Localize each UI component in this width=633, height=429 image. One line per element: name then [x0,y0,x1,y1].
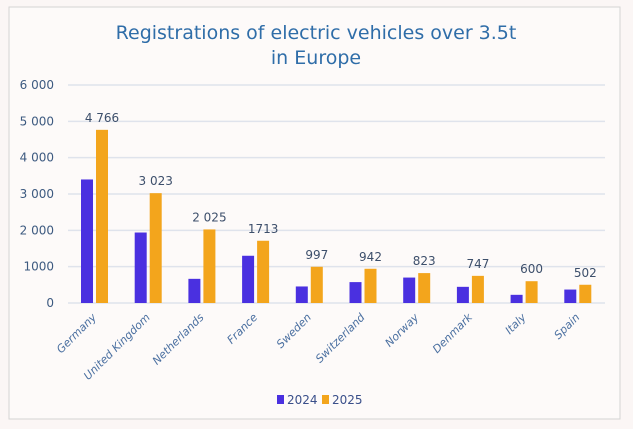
data-label: 1713 [248,222,279,236]
data-label: 3 023 [139,174,173,188]
bar-2024-switzerland [349,282,362,303]
data-label: 942 [359,250,382,264]
chart-title-line-1: Registrations of electric vehicles over … [116,22,517,44]
chart-card [8,6,621,420]
y-tick-label: 5 000 [20,114,54,128]
data-label: 747 [466,257,489,271]
bar-2025-norway [418,273,431,303]
y-tick-label: 0 [46,296,54,310]
bar-2025-denmark [471,275,484,303]
bar-2024-france [242,255,255,303]
bar-2025-switzerland [364,268,377,303]
legend-swatch [277,395,284,404]
bar-2024-germany [81,179,93,303]
data-label: 2 025 [192,210,226,224]
y-tick-label: 1000 [23,260,54,274]
data-label: 823 [413,254,436,268]
bar-2024-united-kingdom [134,232,147,303]
legend-label: 2024 [287,393,318,407]
bar-2025-france [257,240,270,303]
bar-2025-netherlands [203,229,216,303]
bar-2024-norway [403,277,416,303]
chart-title-line-2: in Europe [271,47,361,69]
legend-swatch [322,395,329,404]
bar-2025-italy [525,281,538,303]
y-tick-label: 6 000 [20,78,54,92]
bar-2025-sweden [310,266,323,303]
bar-2025-germany [96,129,108,303]
data-label: 4 766 [85,111,119,125]
y-tick-label: 3 000 [20,187,54,201]
data-label: 600 [520,262,543,276]
bar-2024-denmark [456,286,469,303]
bar-2024-sweden [295,286,308,303]
y-tick-label: 4 000 [20,151,54,165]
bar-2024-italy [510,294,523,303]
data-label: 502 [574,266,597,280]
data-label: 997 [305,248,328,262]
bar-2025-spain [579,284,592,303]
bar-2024-spain [564,289,577,303]
y-tick-label: 2 000 [20,223,54,237]
bar-2025-united-kingdom [149,193,162,303]
bar-2024-netherlands [188,278,201,303]
legend-label: 2025 [332,393,363,407]
